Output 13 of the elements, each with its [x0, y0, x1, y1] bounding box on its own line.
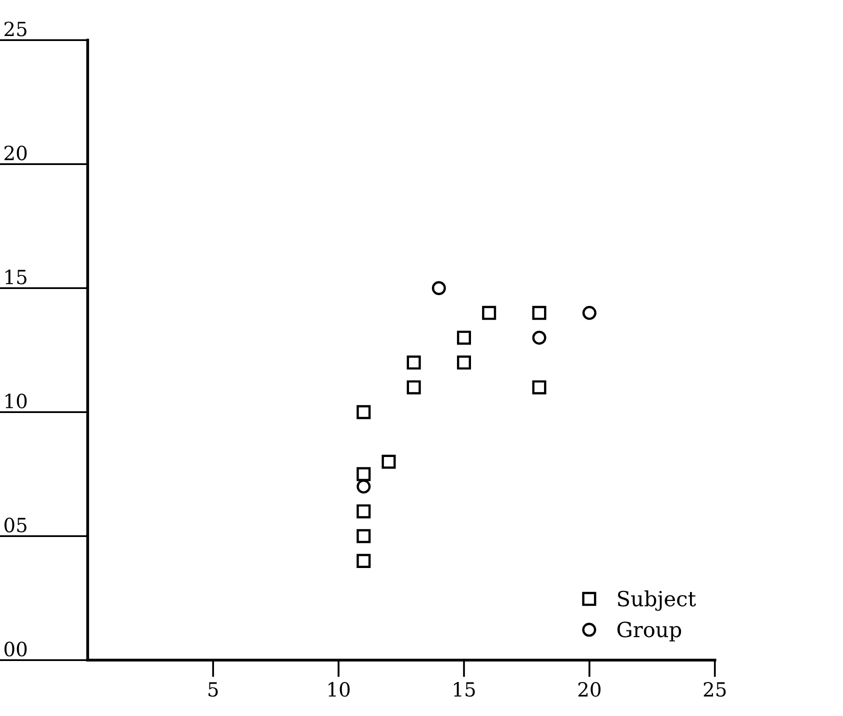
- y-tick-label: 15: [6, 270, 26, 284]
- y-tick-label: 25: [4, 22, 26, 36]
- x-tick-label: 25: [704, 682, 726, 697]
- x-tick-label: 5: [208, 682, 218, 697]
- y-tick-label: 00: [4, 642, 27, 656]
- y-tick-label: 10: [6, 394, 27, 408]
- legend-label: Group: [617, 622, 682, 642]
- x-tick-label: 10: [328, 682, 350, 697]
- x-tick-label: 15: [454, 682, 475, 697]
- y-tick-label: 20: [4, 146, 27, 160]
- legend-label: Subject: [618, 590, 696, 611]
- x-tick-label: 20: [578, 682, 601, 697]
- y-tick-label: 05: [4, 518, 26, 532]
